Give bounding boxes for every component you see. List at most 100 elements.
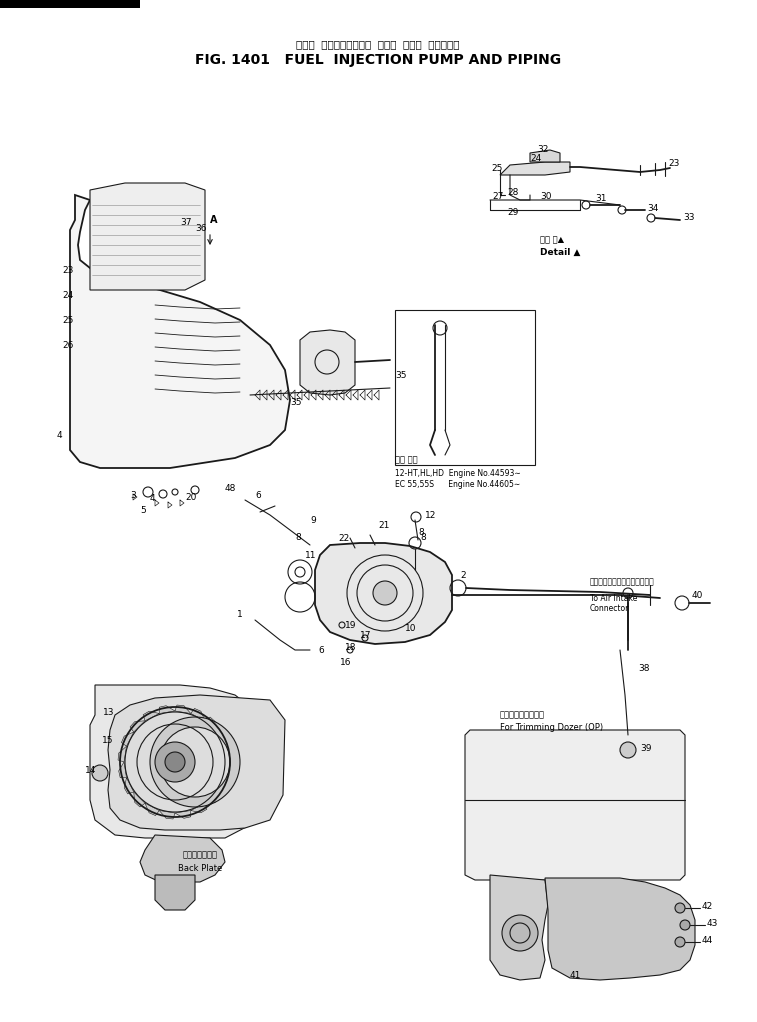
- Text: 13: 13: [103, 707, 114, 716]
- Text: 35: 35: [395, 371, 407, 379]
- Text: 40: 40: [692, 591, 703, 600]
- Text: 30: 30: [540, 191, 552, 200]
- Polygon shape: [191, 708, 205, 721]
- Text: 25: 25: [62, 316, 73, 325]
- Text: 35: 35: [290, 398, 301, 407]
- Polygon shape: [70, 195, 290, 468]
- Text: トリミングドーザ用: トリミングドーザ用: [500, 710, 545, 719]
- Polygon shape: [159, 706, 175, 713]
- Text: 27: 27: [492, 191, 503, 200]
- Text: FIG. 1401   FUEL  INJECTION PUMP AND PIPING: FIG. 1401 FUEL INJECTION PUMP AND PIPING: [195, 53, 561, 67]
- Text: 16: 16: [340, 657, 351, 666]
- Text: 39: 39: [640, 743, 652, 752]
- Polygon shape: [119, 762, 126, 778]
- Text: エアーインテークコネクターへ: エアーインテークコネクターへ: [590, 577, 655, 587]
- Text: 3: 3: [130, 491, 136, 500]
- Polygon shape: [134, 792, 145, 807]
- Text: EC 55,55S      Engine No.44605∼: EC 55,55S Engine No.44605∼: [395, 479, 520, 489]
- Polygon shape: [124, 778, 134, 794]
- Text: 23: 23: [668, 158, 679, 168]
- Polygon shape: [130, 721, 145, 732]
- Text: 8: 8: [420, 532, 425, 542]
- Circle shape: [160, 727, 230, 797]
- Text: 適用 番号: 適用 番号: [395, 456, 418, 465]
- Circle shape: [620, 742, 636, 758]
- Text: 11: 11: [305, 551, 316, 559]
- Polygon shape: [143, 711, 159, 721]
- Circle shape: [675, 937, 685, 947]
- Text: 22: 22: [338, 533, 349, 543]
- Circle shape: [373, 580, 397, 605]
- Polygon shape: [223, 762, 232, 778]
- Circle shape: [165, 752, 185, 772]
- Text: 6: 6: [318, 646, 324, 654]
- Text: 37: 37: [180, 218, 192, 227]
- Polygon shape: [140, 835, 225, 882]
- Polygon shape: [205, 717, 217, 732]
- Polygon shape: [217, 730, 226, 746]
- Text: Back Plate: Back Plate: [178, 864, 222, 873]
- Polygon shape: [90, 183, 205, 290]
- Polygon shape: [108, 695, 285, 830]
- Polygon shape: [490, 875, 548, 980]
- Text: 43: 43: [707, 919, 718, 928]
- Text: Connector: Connector: [590, 604, 629, 612]
- Text: 14: 14: [85, 765, 96, 775]
- Text: 33: 33: [683, 213, 694, 222]
- Polygon shape: [545, 878, 695, 980]
- Polygon shape: [118, 746, 126, 762]
- Text: 29: 29: [507, 207, 519, 217]
- Text: 詳細 図▲: 詳細 図▲: [540, 235, 564, 244]
- Text: 2: 2: [460, 570, 466, 579]
- Polygon shape: [175, 705, 191, 713]
- Text: 20: 20: [185, 493, 196, 502]
- Polygon shape: [159, 810, 175, 819]
- Text: 4: 4: [150, 494, 156, 503]
- Text: 17: 17: [360, 631, 372, 640]
- Text: 36: 36: [195, 224, 207, 232]
- Text: 4: 4: [57, 430, 63, 439]
- Bar: [0, 0, 140, 8]
- Polygon shape: [500, 162, 570, 175]
- Text: 28: 28: [507, 187, 519, 196]
- Text: 48: 48: [225, 483, 236, 493]
- Text: 10: 10: [405, 623, 416, 633]
- Polygon shape: [223, 746, 232, 762]
- Text: 31: 31: [595, 193, 606, 202]
- Circle shape: [150, 717, 240, 807]
- Text: 1: 1: [237, 609, 243, 618]
- Text: 23: 23: [62, 266, 73, 275]
- Text: リヤープレート: リヤープレート: [182, 850, 217, 860]
- Polygon shape: [145, 803, 159, 816]
- Text: To Air Intake: To Air Intake: [590, 594, 637, 603]
- Text: 5: 5: [140, 506, 146, 514]
- Text: フエル  インジェクション  ポンプ  および  パイピング: フエル インジェクション ポンプ および パイピング: [296, 39, 459, 49]
- Polygon shape: [217, 778, 229, 792]
- Polygon shape: [121, 732, 134, 746]
- Text: 42: 42: [702, 901, 713, 911]
- Polygon shape: [191, 803, 207, 812]
- Text: 24: 24: [62, 290, 73, 299]
- Text: 19: 19: [345, 620, 357, 630]
- Circle shape: [680, 920, 690, 930]
- Text: 9: 9: [310, 515, 316, 524]
- Text: 18: 18: [345, 643, 357, 651]
- Text: For Trimming Dozer (OP): For Trimming Dozer (OP): [500, 723, 603, 732]
- Text: A: A: [210, 215, 217, 225]
- Text: 6: 6: [255, 491, 260, 500]
- Text: 24: 24: [530, 153, 541, 162]
- Polygon shape: [530, 150, 560, 162]
- Polygon shape: [90, 685, 258, 838]
- Text: 32: 32: [537, 144, 548, 153]
- Polygon shape: [300, 330, 355, 394]
- Text: 38: 38: [638, 663, 650, 672]
- Polygon shape: [155, 875, 195, 910]
- Polygon shape: [315, 543, 452, 644]
- Text: Detail ▲: Detail ▲: [540, 247, 581, 257]
- Text: 12-HT,HL,HD  Engine No.44593∼: 12-HT,HL,HD Engine No.44593∼: [395, 468, 521, 477]
- Text: 25: 25: [491, 164, 503, 173]
- Text: 15: 15: [102, 736, 114, 744]
- Circle shape: [92, 765, 108, 781]
- Bar: [395, 310, 535, 465]
- Polygon shape: [465, 730, 685, 880]
